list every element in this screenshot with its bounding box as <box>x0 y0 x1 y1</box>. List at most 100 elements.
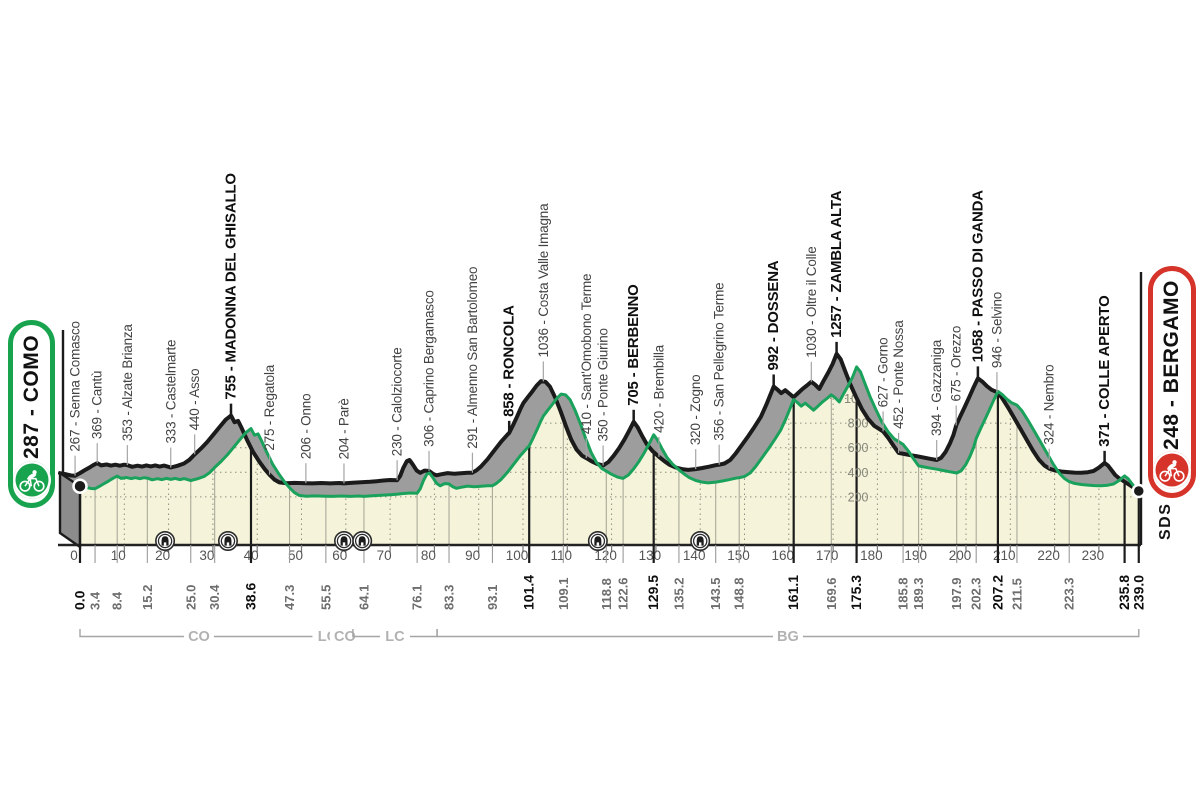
waypoint-label: 350 - Ponte Giurino <box>596 328 611 441</box>
km-distance-label: 47.3 <box>282 585 297 610</box>
km-distance-label: 143.5 <box>708 577 723 610</box>
waypoint-label: 324 - Nembro <box>1042 365 1057 445</box>
waypoint-label: 1036 - Costa Valle Imagna <box>536 203 551 358</box>
start-dot <box>72 478 88 494</box>
waypoint-label: 992 - DOSSENA <box>765 260 782 370</box>
elevation-scale-label: 600 <box>848 441 869 455</box>
waypoint-label: 394 - Gazzaniga <box>929 339 944 436</box>
km-distance-label: 76.1 <box>410 585 425 610</box>
sds-logo: SDS <box>1157 503 1174 540</box>
axis-tick-label: 210 <box>993 548 1016 563</box>
elevation-scale-label: 200 <box>848 490 869 504</box>
axis-tick-label: 130 <box>639 548 662 563</box>
axis-tick-label: 190 <box>904 548 927 563</box>
km-distance-label: 101.4 <box>521 575 537 610</box>
finish-dot <box>1131 483 1147 499</box>
waypoint-label: 291 - Almenno San Bartolomeo <box>465 267 480 449</box>
km-distance-label: 207.2 <box>989 575 1005 610</box>
km-distance-label: 64.1 <box>356 585 371 610</box>
elevation-scale-label: 800 <box>848 417 869 431</box>
axis-tick-label: 30 <box>199 548 214 563</box>
km-distance-label: 15.2 <box>140 585 155 610</box>
waypoint-label: 371 - COLLE APERTO <box>1096 295 1113 447</box>
km-distance-label: 25.0 <box>183 585 198 610</box>
axis-tick-label: 60 <box>332 548 347 563</box>
waypoint-label: 353 - Alzate Brianza <box>120 324 135 442</box>
waypoint-label: 420 - Brembilla <box>651 344 666 432</box>
km-distance-label: 202.3 <box>969 577 984 610</box>
profile-back-line <box>58 351 1141 493</box>
waypoint-label: 206 - Onno <box>298 394 313 460</box>
finish-pill: 248 - BERGAMO <box>1148 266 1196 498</box>
km-distance-label: 169.6 <box>824 577 839 610</box>
waypoint-label: 369 - Cantù <box>90 371 105 439</box>
km-distance-label: 0.0 <box>72 590 88 610</box>
km-distance-label: 223.3 <box>1062 577 1077 610</box>
km-distance-label: 129.5 <box>645 575 661 610</box>
km-distance-label: 161.1 <box>785 575 801 610</box>
axis-tick-label: 220 <box>1037 548 1060 563</box>
axis-tick-label: 90 <box>465 548 480 563</box>
province-label: CO <box>188 629 210 645</box>
waypoint-label: 755 - MADONNA DEL GHISALLO <box>222 173 239 400</box>
axis-tick-label: 140 <box>683 548 706 563</box>
waypoint-label: 452 - Ponte Nossa <box>891 320 906 429</box>
axis-tick-label: 50 <box>288 548 303 563</box>
axis-tick-label: 70 <box>377 548 392 563</box>
km-distance-label: 189.3 <box>911 577 926 610</box>
waypoint-label: 1058 - PASSO DI GANDA <box>969 190 986 363</box>
km-distance-label: 38.6 <box>242 583 258 610</box>
km-distance-label: 8.4 <box>110 591 125 610</box>
tunnel-icon <box>155 531 176 551</box>
waypoint-label: 1030 - Oltre il Colle <box>804 246 819 357</box>
axis-tick-label: 20 <box>155 548 170 563</box>
waypoint-label: 627 - Gorno <box>876 338 891 408</box>
km-distance-label: 197.9 <box>949 577 964 610</box>
waypoint-label: 858 - RONCOLA <box>501 305 518 417</box>
km-distance-label: 148.8 <box>732 577 747 610</box>
waypoint-label: 204 - Parè <box>336 398 351 459</box>
axis-tick-label: 0 <box>70 548 78 563</box>
axis-tick-label: 180 <box>860 548 883 563</box>
km-distance-label: 239.0 <box>1130 575 1146 610</box>
km-distance-label: 135.2 <box>671 577 686 610</box>
waypoint-label: 675 - Orezzo <box>949 326 964 402</box>
km-distance-label: 122.6 <box>616 577 631 610</box>
axis-tick-label: 80 <box>421 548 436 563</box>
km-distance-label: 83.3 <box>442 585 457 610</box>
waypoint-label: 230 - Calolziocorte <box>390 347 405 456</box>
waypoint-label: 410 - Sant'Omobono Terme <box>579 274 594 434</box>
axis-tick-label: 10 <box>111 548 126 563</box>
axis-tick-label: 120 <box>594 548 617 563</box>
waypoint-label: 705 - BERBENNO <box>625 284 642 406</box>
waypoint-label: 275 - Regatola <box>262 364 277 450</box>
km-distance-label: 3.4 <box>88 591 103 610</box>
axis-tick-label: 200 <box>949 548 972 563</box>
axis-tick-label: 230 <box>1082 548 1105 563</box>
province-label: BG <box>777 629 799 645</box>
km-distance-label: 211.5 <box>1009 578 1024 610</box>
axis-tick-label: 110 <box>551 548 573 563</box>
axis-tick-label: 170 <box>816 548 839 563</box>
tunnel-icon <box>217 531 238 551</box>
start-pill: 287 - COMO <box>8 320 55 508</box>
axis-tick-label: 150 <box>727 548 750 563</box>
waypoint-label: 333 - Castelmarte <box>163 340 178 444</box>
km-distance-label: 30.4 <box>207 584 222 610</box>
waypoint-label: 267 - Senna Comasco <box>68 321 83 452</box>
cyclist-icon <box>18 469 45 492</box>
axis-tick-label: 160 <box>772 548 795 563</box>
axis-tick-label: 100 <box>506 548 529 563</box>
waypoint-label: 320 - Zogno <box>688 375 703 446</box>
start-cyclist-badge <box>12 461 51 499</box>
cyclist-icon <box>1159 459 1185 482</box>
start-label: 287 - COMO <box>19 334 43 460</box>
tunnel-icon <box>352 531 373 551</box>
province-label: CO <box>334 629 356 645</box>
km-distance-label: 235.8 <box>1116 575 1132 610</box>
tunnel-icon <box>690 531 711 551</box>
km-distance-label: 175.3 <box>848 575 864 610</box>
finish-label: 248 - BERGAMO <box>1160 280 1183 450</box>
